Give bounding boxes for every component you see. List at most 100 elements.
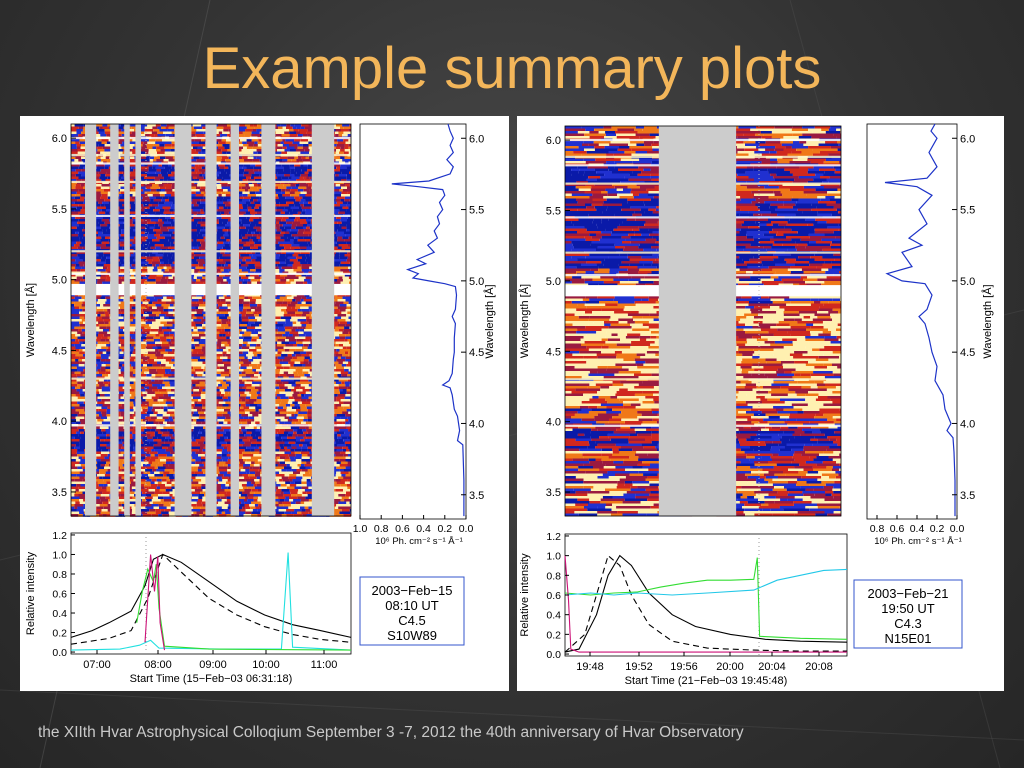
y-tick-label: 0.2 — [546, 629, 561, 641]
spectrogram: 6.0 5.5 5.0 4.5 4.0 3.5 Wavelength [Å] — [518, 125, 842, 517]
lightcurve-series-0 — [564, 554, 848, 653]
event-date: 2003−Feb−21 — [868, 586, 949, 601]
event-location: N15E01 — [885, 631, 932, 646]
x-tick-label: 0.0 — [950, 523, 965, 535]
lightcurve-series-2 — [564, 557, 848, 640]
y-tick-label: 0.6 — [52, 589, 67, 601]
spectrum-plot: 6.0 5.5 5.0 4.5 4.0 3.5 1.0 0.8 0.6 0.4 0.2 0.010⁶ … — [353, 123, 496, 547]
y-tick-label: 6.0 — [546, 135, 561, 147]
x-axis-label: Start Time (21−Feb−03 19:45:48) — [625, 675, 788, 687]
event-info-frame — [853, 579, 963, 649]
data-gap — [311, 124, 335, 516]
x-tick-label: 20:04 — [758, 661, 786, 673]
y-tick-label: 5.5 — [52, 204, 67, 216]
y-tick-label: 0.8 — [546, 570, 561, 582]
x-tick-label: 20:08 — [805, 661, 833, 673]
summary-plot-right: 6.0 5.5 5.0 4.5 4.0 3.5 Wavelength [Å] 6.0 5.5 5.… — [518, 123, 994, 687]
y-tick-label: 0.8 — [52, 569, 67, 581]
x-tick-label: 0.8 — [374, 523, 389, 535]
y-tick-label: 4.0 — [469, 418, 484, 430]
slide-footer: the XIIth Hvar Astrophysical Colloqium S… — [38, 724, 744, 741]
lightcurve-plot: 1.2 1.0 0.8 0.6 0.4 0.2 0.0 07:00 08:00 09:00 10:0… — [25, 530, 352, 685]
lightcurve-series-4 — [144, 554, 166, 651]
summary-plot-left: 6.0 5.5 5.0 4.5 4.0 3.5 Wavelength [Å] 6.0 5.5 5.… — [24, 123, 496, 685]
lightcurve-series-0 — [70, 553, 352, 638]
data-gap — [205, 124, 217, 516]
lightcurve-series-3 — [136, 564, 352, 651]
x-tick-label: 19:52 — [625, 661, 653, 673]
y-tick-label: 3.5 — [546, 487, 561, 499]
x-tick-label: 20:00 — [716, 661, 744, 673]
y-tick-label: 0.6 — [546, 590, 561, 602]
y-axis-label: Wavelength [Å] — [483, 284, 496, 358]
x-tick-label: 09:00 — [199, 659, 227, 671]
data-gap — [658, 126, 737, 516]
x-tick-label: 1.0 — [353, 523, 368, 535]
y-tick-label: 4.5 — [546, 346, 561, 358]
data-gap — [135, 124, 141, 516]
y-tick-label: 3.5 — [52, 487, 67, 499]
y-tick-label: 5.0 — [546, 276, 561, 288]
x-tick-label: 0.2 — [930, 523, 945, 535]
lightcurve-frame — [564, 533, 848, 657]
x-axis-label: 10⁶ Ph. cm⁻² s⁻¹ Å⁻¹ — [375, 536, 463, 547]
summary-plot-panel-left: 6.0 5.5 5.0 4.5 4.0 3.5 Wavelength [Å] 6.0 5.5 5.… — [20, 116, 509, 691]
y-tick-label: 0.4 — [546, 610, 561, 622]
x-tick-label: 0.6 — [890, 523, 905, 535]
x-tick-label: 0.4 — [416, 523, 431, 535]
y-tick-label: 3.5 — [469, 490, 484, 502]
y-tick-label: 5.5 — [960, 205, 975, 217]
spectrum-frame — [359, 123, 467, 520]
y-axis-label: Wavelength [Å] — [24, 283, 37, 357]
y-tick-label: 5.0 — [52, 275, 67, 287]
x-tick-label: 19:56 — [670, 661, 698, 673]
y-tick-label: 0.0 — [546, 649, 561, 661]
data-gap — [230, 124, 239, 516]
y-tick-label: 4.0 — [52, 416, 67, 428]
spectrum-line — [391, 123, 465, 517]
event-time: 19:50 UT — [881, 601, 935, 616]
x-tick-label: 19:48 — [576, 661, 604, 673]
y-tick-label: 6.0 — [469, 133, 484, 145]
x-tick-label: 10:00 — [252, 659, 280, 671]
y-tick-label: 4.5 — [960, 347, 975, 359]
data-gap — [110, 124, 119, 516]
y-axis-label: Wavelength [Å] — [981, 284, 994, 358]
x-tick-label: 07:00 — [83, 659, 111, 671]
lightcurve-series-2 — [70, 552, 352, 651]
y-tick-label: 6.0 — [52, 133, 67, 145]
spectrogram: 6.0 5.5 5.0 4.5 4.0 3.5 Wavelength [Å] — [24, 123, 352, 517]
x-tick-label: 11:00 — [311, 659, 338, 671]
spectrum-line — [884, 123, 956, 517]
y-tick-label: 5.0 — [469, 276, 484, 288]
y-tick-label: 1.0 — [546, 551, 561, 563]
y-axis-label: Relative intensity — [519, 553, 531, 637]
event-info-frame — [359, 576, 465, 646]
event-class: C4.5 — [398, 613, 425, 628]
event-date: 2003−Feb−15 — [372, 583, 453, 598]
y-axis-label: Relative intensity — [25, 551, 37, 635]
data-gap — [174, 124, 192, 516]
slide-title: Example summary plots — [202, 36, 822, 101]
y-tick-label: 5.5 — [469, 205, 484, 217]
y-tick-label: 3.5 — [960, 490, 975, 502]
y-tick-label: 4.5 — [52, 345, 67, 357]
spectrogram-frame — [564, 125, 842, 517]
x-tick-label: 0.8 — [870, 523, 885, 535]
event-time: 08:10 UT — [385, 598, 439, 613]
data-gap — [261, 124, 276, 516]
x-axis-label: Start Time (15−Feb−03 06:31:18) — [130, 673, 293, 685]
y-tick-label: 1.2 — [52, 530, 67, 542]
lightcurve-series-1 — [564, 554, 847, 653]
x-tick-label: 0.6 — [395, 523, 410, 535]
event-class: C4.3 — [894, 616, 921, 631]
y-tick-label: 0.0 — [52, 647, 67, 659]
data-gap — [85, 124, 97, 516]
y-tick-label: 4.0 — [546, 417, 561, 429]
y-tick-label: 0.4 — [52, 608, 67, 620]
y-tick-label: 6.0 — [960, 133, 975, 145]
y-tick-label: 5.0 — [960, 276, 975, 288]
x-tick-label: 08:00 — [144, 659, 172, 671]
event-location: S10W89 — [387, 628, 437, 643]
y-tick-label: 1.0 — [52, 549, 67, 561]
